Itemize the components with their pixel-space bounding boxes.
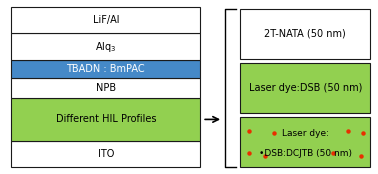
Text: Laser dye:: Laser dye: [282, 129, 329, 138]
Text: LiF/Al: LiF/Al [93, 15, 119, 25]
Text: Different HIL Profiles: Different HIL Profiles [56, 114, 156, 124]
Bar [11, 78, 200, 98]
Text: TBADN : BmPAC: TBADN : BmPAC [67, 64, 145, 74]
Bar [240, 9, 370, 59]
Bar [240, 63, 370, 113]
Bar [11, 60, 200, 78]
Bar [11, 7, 200, 33]
Text: 2T-NATA (50 nm): 2T-NATA (50 nm) [264, 29, 346, 39]
Bar [11, 141, 200, 167]
Text: NPB: NPB [96, 83, 116, 93]
Text: •DSB:DCJTB (50 nm): •DSB:DCJTB (50 nm) [259, 149, 352, 158]
Bar [240, 117, 370, 167]
Bar [11, 33, 200, 60]
Text: Alq$_3$: Alq$_3$ [95, 40, 116, 54]
Bar [11, 98, 200, 141]
Text: Laser dye:DSB (50 nm): Laser dye:DSB (50 nm) [249, 83, 362, 93]
Text: ITO: ITO [98, 149, 114, 159]
